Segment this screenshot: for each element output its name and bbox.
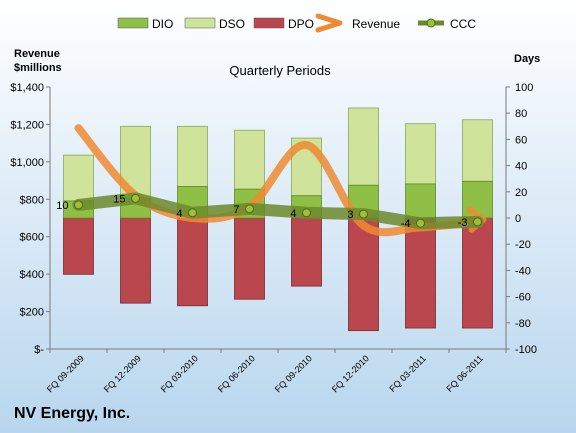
- ccc-point: [302, 208, 311, 218]
- ccc-data-label: -3: [458, 217, 468, 229]
- legend-item-revenue: Revenue: [315, 13, 400, 33]
- lines: 10 15 4 7 4 3 -4 -3: [56, 124, 487, 237]
- ccc-point: [473, 217, 482, 227]
- right-axis-label: Days: [514, 53, 540, 65]
- left-axis-tick-label: $600: [20, 232, 44, 244]
- company-name: NV Energy, Inc.: [14, 405, 130, 422]
- left-axis-tick-label: $400: [20, 269, 44, 281]
- ccc-line: [72, 192, 484, 230]
- legend-swatch-dpo: [253, 17, 285, 29]
- dpo-bar: [120, 217, 151, 304]
- dpo-bar: [405, 217, 436, 329]
- ccc-point: [74, 200, 83, 210]
- legend-label-dio: DIO: [152, 17, 173, 31]
- right-axis-tick-label: 20: [515, 187, 527, 199]
- ccc-point: [359, 209, 368, 219]
- ccc-point: [416, 218, 425, 228]
- legend-label-ccc: CCC: [450, 17, 476, 31]
- dpo-bar: [177, 217, 208, 307]
- left-axis-tick-label: $200: [20, 307, 44, 319]
- right-axis-tick-label: 80: [515, 108, 527, 120]
- legend-item-ccc: CCC: [418, 17, 476, 31]
- right-axis-tick-label: 40: [515, 161, 527, 173]
- dso-bar: [348, 107, 379, 186]
- dpo-bar: [63, 217, 94, 275]
- legend-swatch-revenue: [315, 13, 343, 33]
- legend-item-dpo: DPO: [253, 17, 314, 31]
- dio-bar: [405, 183, 436, 219]
- dpo-bar: [234, 217, 265, 300]
- legend-label-revenue: Revenue: [352, 17, 400, 31]
- right-axis-tick-label: -40: [515, 265, 531, 277]
- ccc-data-label: 10: [56, 200, 68, 212]
- dpo-bar: [291, 217, 322, 287]
- dso-bar: [405, 123, 436, 185]
- dso-bar: [63, 154, 94, 202]
- ccc-data-label: 15: [113, 193, 125, 205]
- dpo-bar: [462, 217, 493, 329]
- left-axis-tick-label: $-: [34, 344, 44, 356]
- ccc-point: [188, 208, 197, 218]
- dso-bar: [234, 129, 265, 190]
- left-axis-label-line2: $millions: [14, 62, 62, 74]
- right-axis-tick-label: -100: [515, 344, 537, 356]
- dso-bar: [462, 119, 493, 182]
- legend-item-dso: DSO: [184, 17, 245, 31]
- left-axis-tick-label: $1,000: [10, 157, 44, 169]
- dpo-bar: [348, 217, 379, 332]
- legend-item-dio: DIO: [117, 17, 173, 31]
- left-axis-tick-label: $1,200: [10, 119, 44, 131]
- ccc-data-label: 4: [176, 208, 182, 220]
- right-axis-tick-label: 100: [515, 82, 533, 94]
- left-axis-tick-label: $800: [20, 194, 44, 206]
- right-axis-tick-label: -20: [515, 239, 531, 251]
- ccc-point: [131, 193, 140, 203]
- legend-swatch-ccc-marker: [426, 18, 436, 28]
- ccc-data-label: -4: [401, 218, 411, 230]
- right-axis-tick-label: 0: [515, 213, 521, 225]
- legend-swatch-dio: [117, 17, 149, 29]
- left-axis-label-line1: Revenue: [14, 48, 60, 60]
- ccc-data-label: 4: [290, 208, 296, 220]
- chart-title: Quarterly Periods: [229, 63, 331, 78]
- legend: DIO DSO DPO Revenue CCC: [117, 13, 476, 33]
- legend-label-dpo: DPO: [288, 17, 314, 31]
- legend-label-dso: DSO: [219, 17, 245, 31]
- left-axis-tick-label: $1,400: [10, 82, 44, 94]
- legend-swatch-dso: [184, 17, 216, 29]
- right-axis-tick-label: 60: [515, 134, 527, 146]
- right-axis-tick-label: -80: [515, 318, 531, 330]
- ccc-point: [245, 204, 254, 214]
- right-axis-tick-label: -60: [515, 292, 531, 304]
- dso-bar: [177, 125, 208, 187]
- ccc-data-label: 3: [347, 209, 353, 221]
- ccc-data-label: 7: [233, 204, 239, 216]
